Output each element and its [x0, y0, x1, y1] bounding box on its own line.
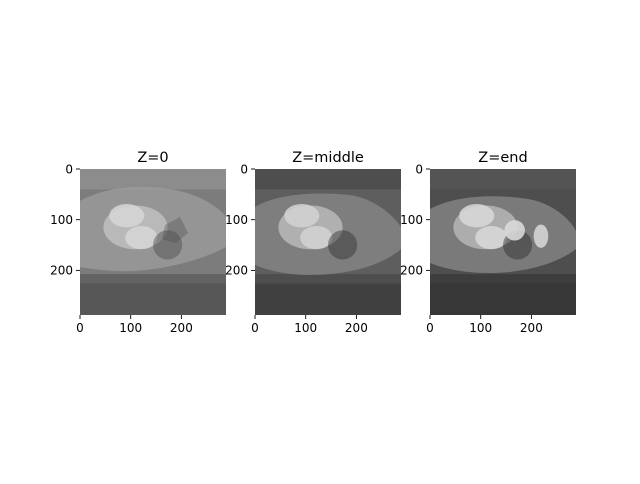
- y-tick-label: 200: [225, 264, 248, 278]
- x-tick-label: 200: [520, 321, 543, 335]
- x-tick-label: 100: [119, 321, 142, 335]
- panel-2-image: [255, 169, 401, 315]
- panel-3-image: [430, 169, 576, 315]
- x-tick-label: 0: [251, 321, 259, 335]
- dark-stripe: [430, 274, 576, 285]
- panel-2-title: Z=middle: [292, 150, 364, 166]
- bright-structure-2: [125, 225, 158, 250]
- x-tick-label: 200: [345, 321, 368, 335]
- bright-ring: [504, 220, 525, 241]
- x-tick-label: 200: [170, 321, 193, 335]
- bright-structure-1: [109, 204, 145, 228]
- top-band: [430, 169, 576, 190]
- image-content: [430, 169, 576, 315]
- y-tick-label: 100: [225, 213, 248, 227]
- irregular-region: [162, 217, 188, 243]
- bottom-band: [430, 282, 576, 315]
- y-tick-label: 200: [400, 264, 423, 278]
- y-tick-label: 0: [65, 162, 73, 176]
- bright-spot: [533, 224, 549, 248]
- x-tick-label: 0: [76, 321, 84, 335]
- bottom-band: [80, 282, 226, 315]
- panel-3-title: Z=end: [478, 150, 527, 166]
- bright-structure-2: [475, 225, 508, 250]
- bottom-band: [255, 282, 401, 315]
- x-tick-label: 100: [469, 321, 492, 335]
- top-band: [255, 169, 401, 190]
- dark-patch: [328, 230, 358, 260]
- y-tick-label: 0: [415, 162, 423, 176]
- panel-1-title: Z=0: [137, 150, 168, 166]
- x-tick-label: 100: [294, 321, 317, 335]
- y-tick-label: 0: [240, 162, 248, 176]
- dark-patch: [153, 230, 183, 260]
- dark-stripe: [255, 274, 401, 285]
- y-tick-label: 100: [400, 213, 423, 227]
- panel-1-image: [80, 169, 226, 315]
- x-tick-label: 0: [426, 321, 434, 335]
- image-content: [80, 169, 226, 315]
- bright-structure-2: [300, 225, 333, 250]
- y-tick-label: 100: [50, 213, 73, 227]
- bright-structure-1: [459, 204, 495, 228]
- top-band: [80, 169, 226, 190]
- bright-structure-1: [284, 204, 320, 228]
- y-tick-label: 200: [50, 264, 73, 278]
- image-content: [255, 169, 401, 315]
- dark-stripe: [80, 274, 226, 285]
